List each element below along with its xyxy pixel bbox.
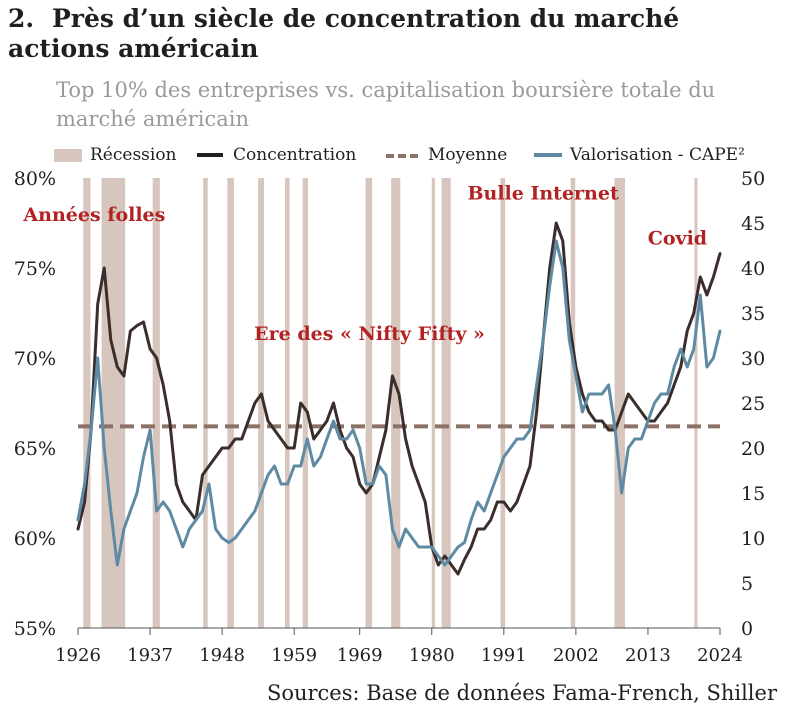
recession-band-7 — [302, 178, 308, 628]
recession-band-0 — [83, 178, 91, 628]
recession-band-8 — [365, 178, 373, 628]
recession-band-1 — [101, 178, 126, 628]
x-tick-label-2024: 2024 — [697, 645, 743, 666]
y-right-tick-label-40: 40 — [741, 258, 765, 280]
source-note: Sources: Base de données Fama-French, Sh… — [266, 681, 777, 705]
x-tick-label-1980: 1980 — [409, 645, 455, 666]
y-right-tick-label-50: 50 — [741, 168, 765, 190]
x-tick-label-1969: 1969 — [337, 645, 383, 666]
recession-band-14 — [614, 178, 626, 628]
page-title: 2. Près d’un siècle de concentration du m… — [8, 4, 778, 64]
y-right-tick-label-15: 15 — [741, 483, 765, 505]
recession-band-4 — [227, 178, 234, 628]
recession-band-6 — [285, 178, 290, 628]
recession-band-9 — [391, 178, 401, 628]
figure-number: 2. — [8, 4, 35, 33]
y-right-tick-label-5: 5 — [741, 573, 753, 595]
legend-label-cape: Valorisation - CAPE² — [570, 145, 745, 165]
x-tick-label-1959: 1959 — [271, 645, 317, 666]
annotation-1: Ere des « Nifty Fifty » — [254, 323, 485, 345]
y-left-tick-label-55: 55% — [14, 618, 56, 640]
x-tick-label-2002: 2002 — [553, 645, 599, 666]
y-left-tick-label-70: 70% — [14, 348, 56, 370]
annotation-0: Années folles — [22, 204, 165, 226]
chart-legend: Récession Concentration Moyenne Valorisa… — [52, 144, 787, 166]
y-right-tick-label-35: 35 — [741, 303, 765, 325]
annotation-3: Covid — [648, 228, 707, 250]
y-left-tick-label-65: 65% — [14, 438, 56, 460]
legend-label-recession: Récession — [90, 145, 177, 165]
x-tick-label-1991: 1991 — [481, 645, 527, 666]
recession-band-11 — [441, 178, 451, 628]
legend-swatch-cape — [534, 153, 562, 157]
legend-label-concentration: Concentration — [233, 145, 357, 165]
recession-band-2 — [152, 178, 160, 628]
x-tick-label-2013: 2013 — [625, 645, 671, 666]
title-text: Près d’un siècle de concentration du mar… — [8, 4, 680, 63]
x-tick-label-1948: 1948 — [199, 645, 245, 666]
y-right-tick-label-25: 25 — [741, 393, 765, 415]
recession-band-5 — [258, 178, 265, 628]
y-right-tick-label-0: 0 — [741, 618, 753, 640]
y-left-tick-label-60: 60% — [14, 528, 56, 550]
annotation-2: Bulle Internet — [467, 183, 618, 205]
recession-band-12 — [500, 178, 506, 628]
recession-band-10 — [431, 178, 436, 628]
y-right-tick-label-20: 20 — [741, 438, 765, 460]
concentration-line — [76, 221, 722, 576]
y-right-tick-label-10: 10 — [741, 528, 765, 550]
legend-item-average: Moyenne — [386, 144, 526, 166]
x-tick-label-1926: 1926 — [55, 645, 101, 666]
cape-line — [76, 239, 722, 567]
legend-item-recession: Récession — [52, 144, 192, 166]
legend-item-concentration: Concentration — [197, 144, 377, 166]
legend-swatch-concentration — [197, 153, 223, 157]
recession-band-3 — [203, 178, 208, 628]
y-left-tick-label-80: 80% — [14, 168, 56, 190]
y-right-tick-label-30: 30 — [741, 348, 765, 370]
legend-item-cape: Valorisation - CAPE² — [534, 144, 784, 166]
y-right-tick-label-45: 45 — [741, 213, 765, 235]
recession-band-15 — [694, 178, 698, 628]
y-left-tick-label-75: 75% — [14, 258, 56, 280]
legend-swatch-recession — [54, 149, 82, 162]
recession-band-13 — [570, 178, 576, 628]
legend-label-average: Moyenne — [428, 145, 508, 165]
legend-swatch-average — [386, 154, 418, 158]
x-tick-label-1937: 1937 — [127, 645, 173, 666]
page-subtitle: Top 10% des entreprises vs. capitalisati… — [56, 78, 716, 131]
